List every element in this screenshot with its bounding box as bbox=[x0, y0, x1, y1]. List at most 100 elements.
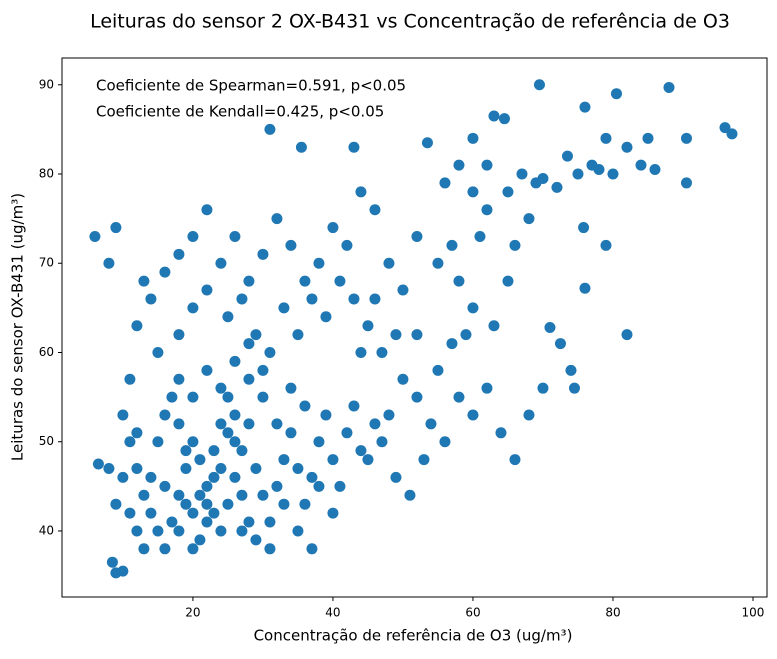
point bbox=[278, 498, 290, 510]
point bbox=[411, 230, 423, 242]
point bbox=[348, 141, 360, 153]
point bbox=[355, 445, 367, 457]
point bbox=[551, 181, 563, 193]
point bbox=[215, 257, 227, 269]
point bbox=[187, 543, 199, 555]
point bbox=[229, 471, 241, 483]
point bbox=[89, 230, 101, 242]
point bbox=[313, 480, 325, 492]
point bbox=[565, 364, 577, 376]
point bbox=[390, 471, 402, 483]
point bbox=[173, 373, 185, 385]
point bbox=[446, 338, 458, 350]
point bbox=[488, 320, 500, 332]
point bbox=[663, 81, 675, 93]
point bbox=[306, 543, 318, 555]
y-tick-label: 50 bbox=[39, 434, 54, 448]
point bbox=[208, 445, 220, 457]
point bbox=[299, 400, 311, 412]
point bbox=[229, 409, 241, 421]
point bbox=[533, 79, 545, 91]
point bbox=[222, 498, 234, 510]
point bbox=[446, 239, 458, 251]
point bbox=[187, 391, 199, 403]
point bbox=[509, 454, 521, 466]
point bbox=[334, 275, 346, 287]
point bbox=[432, 364, 444, 376]
point bbox=[299, 498, 311, 510]
point bbox=[145, 471, 157, 483]
point bbox=[257, 248, 269, 260]
point bbox=[327, 222, 339, 234]
point bbox=[453, 391, 465, 403]
point bbox=[481, 159, 493, 171]
point bbox=[635, 159, 647, 171]
x-tick-label: 60 bbox=[465, 606, 480, 620]
point bbox=[152, 525, 164, 537]
point bbox=[201, 516, 213, 528]
point bbox=[572, 168, 584, 180]
point bbox=[243, 338, 255, 350]
point bbox=[222, 427, 234, 439]
point bbox=[257, 364, 269, 376]
point bbox=[376, 436, 388, 448]
point bbox=[292, 525, 304, 537]
point bbox=[173, 418, 185, 430]
point bbox=[390, 329, 402, 341]
point bbox=[173, 248, 185, 260]
x-tick-label: 80 bbox=[605, 606, 620, 620]
point bbox=[215, 525, 227, 537]
point bbox=[187, 230, 199, 242]
point bbox=[103, 462, 115, 474]
point bbox=[243, 275, 255, 287]
point bbox=[313, 436, 325, 448]
point bbox=[236, 489, 248, 501]
point bbox=[166, 391, 178, 403]
y-tick-label: 70 bbox=[39, 256, 54, 270]
point bbox=[264, 346, 276, 358]
point bbox=[180, 462, 192, 474]
point bbox=[250, 534, 262, 546]
point bbox=[621, 141, 633, 153]
point bbox=[201, 204, 213, 216]
point bbox=[397, 373, 409, 385]
chart-title: Leituras do sensor 2 OX-B431 vs Concentr… bbox=[90, 11, 730, 33]
point bbox=[568, 382, 580, 394]
point bbox=[306, 293, 318, 305]
point bbox=[271, 480, 283, 492]
point bbox=[264, 543, 276, 555]
point bbox=[453, 275, 465, 287]
point bbox=[610, 88, 622, 100]
point bbox=[110, 498, 122, 510]
y-tick-label: 40 bbox=[39, 523, 54, 537]
point bbox=[131, 462, 143, 474]
point bbox=[173, 329, 185, 341]
point bbox=[418, 454, 430, 466]
point bbox=[110, 222, 122, 234]
point bbox=[257, 489, 269, 501]
point bbox=[341, 427, 353, 439]
point bbox=[236, 525, 248, 537]
point bbox=[509, 239, 521, 251]
point bbox=[425, 418, 437, 430]
point bbox=[680, 132, 692, 144]
point bbox=[578, 222, 590, 234]
point bbox=[215, 462, 227, 474]
point bbox=[208, 507, 220, 519]
x-tick-label: 40 bbox=[325, 606, 340, 620]
point bbox=[404, 489, 416, 501]
point bbox=[474, 230, 486, 242]
point bbox=[586, 159, 598, 171]
point bbox=[488, 110, 500, 122]
point bbox=[292, 329, 304, 341]
point bbox=[201, 480, 213, 492]
point bbox=[320, 311, 332, 323]
point bbox=[495, 427, 507, 439]
point bbox=[222, 311, 234, 323]
point bbox=[607, 168, 619, 180]
point bbox=[180, 445, 192, 457]
point bbox=[376, 346, 388, 358]
point bbox=[516, 168, 528, 180]
point bbox=[649, 164, 661, 176]
